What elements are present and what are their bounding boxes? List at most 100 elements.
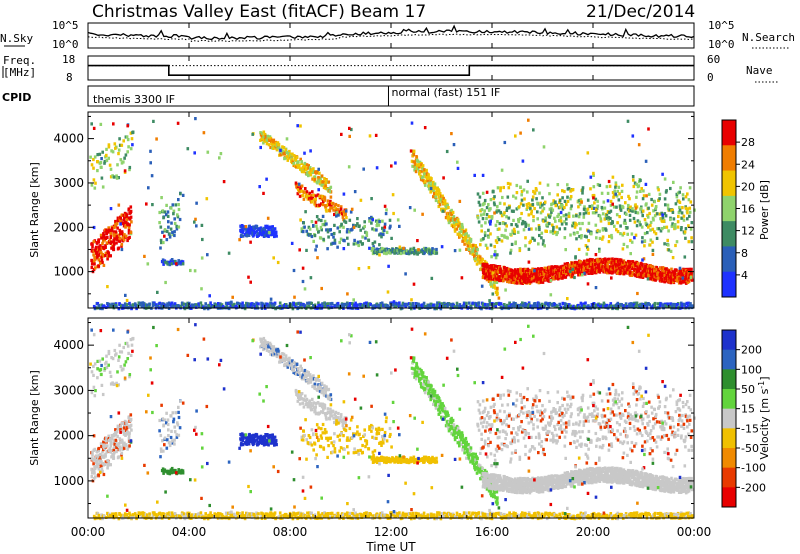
power-cell — [325, 228, 328, 232]
cpid-segment-themis: themis 3300 IF — [93, 93, 175, 106]
power-cell — [301, 166, 305, 170]
power-cell — [344, 213, 347, 217]
power-cell — [534, 304, 538, 308]
power-cell — [93, 248, 97, 252]
power-cell — [260, 131, 264, 135]
power-cell — [573, 275, 576, 280]
power-cell — [289, 152, 292, 156]
power-cell — [359, 198, 363, 202]
power-cell — [382, 247, 385, 251]
power-cell — [611, 270, 615, 274]
power-cell — [301, 170, 304, 174]
cpid-panel: CPID themis 3300 IF normal (fast) 151 IF — [2, 85, 695, 107]
freq-tick-top: 18 — [62, 53, 75, 66]
power-cell — [664, 271, 667, 275]
power-cell — [659, 229, 663, 233]
power-cell — [496, 286, 499, 290]
power-cell — [308, 166, 312, 170]
y-tick-label: 1000 — [53, 265, 84, 279]
power-cell — [245, 234, 248, 238]
power-cell — [145, 305, 149, 309]
power-cell — [536, 269, 539, 273]
power-cell — [313, 177, 317, 182]
power-cell — [477, 220, 481, 224]
power-cell — [266, 216, 270, 220]
power-cell — [563, 236, 567, 240]
power-cell — [168, 235, 172, 239]
power-cell — [428, 252, 431, 256]
power-cell — [307, 233, 311, 237]
power-cell — [319, 225, 323, 230]
power-cell — [668, 208, 671, 212]
power-cell — [542, 219, 545, 223]
power-cell — [115, 176, 119, 180]
power-cell — [265, 142, 269, 146]
power-cell — [337, 213, 340, 217]
plot-title: Christmas Valley East (fitACF) — [92, 2, 345, 22]
power-cell — [370, 197, 373, 201]
power-cell — [105, 153, 108, 157]
power-cell — [310, 194, 313, 198]
power-cell — [256, 232, 260, 236]
power-cell — [454, 218, 457, 222]
power-cell — [612, 205, 616, 209]
power-data-cells — [89, 117, 696, 311]
power-cell — [96, 302, 99, 306]
power-cell — [165, 260, 169, 264]
power-cell — [680, 216, 684, 220]
power-cell — [532, 219, 535, 223]
power-cell — [522, 279, 526, 284]
power-cell — [372, 245, 375, 249]
power-cell — [337, 208, 340, 212]
power-cell — [167, 225, 170, 229]
power-cell — [632, 178, 635, 182]
power-cell — [550, 202, 553, 206]
power-cell — [423, 126, 427, 130]
power-cell — [630, 304, 633, 308]
power-cell — [333, 204, 337, 208]
power-cell — [383, 225, 387, 229]
power-cell — [453, 249, 457, 253]
power-cell — [316, 193, 320, 197]
velocity-cell — [100, 460, 103, 464]
power-cell — [586, 151, 590, 155]
power-cell — [173, 302, 177, 306]
power-cell — [579, 301, 583, 305]
power-cell — [531, 304, 535, 308]
power-cell — [531, 202, 535, 207]
power-cell — [557, 212, 560, 216]
power-cell — [585, 270, 588, 274]
power-cell — [294, 158, 298, 162]
power-cell — [540, 302, 544, 306]
power-cell — [546, 183, 550, 187]
power-cell — [527, 213, 531, 217]
power-cell — [465, 232, 468, 236]
power-cell — [619, 208, 623, 212]
power-cell — [560, 222, 564, 226]
power-cell — [182, 302, 186, 306]
power-cell — [616, 230, 620, 234]
power-cell — [505, 272, 509, 276]
power-cell — [600, 205, 604, 210]
power-cell — [605, 185, 609, 189]
power-cell — [636, 262, 640, 266]
power-cell — [524, 222, 528, 226]
power-cell — [521, 301, 524, 305]
power-cell — [570, 265, 573, 269]
power-cell — [221, 304, 225, 309]
power-cell — [622, 304, 626, 308]
power-cell — [303, 225, 306, 229]
power-cell — [624, 303, 628, 308]
power-cell — [383, 251, 386, 255]
power-cell — [581, 186, 585, 190]
power-cell — [577, 264, 581, 268]
power-cell — [90, 258, 93, 263]
power-cell — [513, 230, 516, 234]
power-colorbar-swatch — [722, 170, 736, 197]
power-cell — [257, 302, 260, 306]
power-cell — [273, 233, 276, 237]
power-cell — [314, 220, 318, 224]
power-cell — [570, 261, 574, 265]
power-cell — [426, 179, 429, 183]
